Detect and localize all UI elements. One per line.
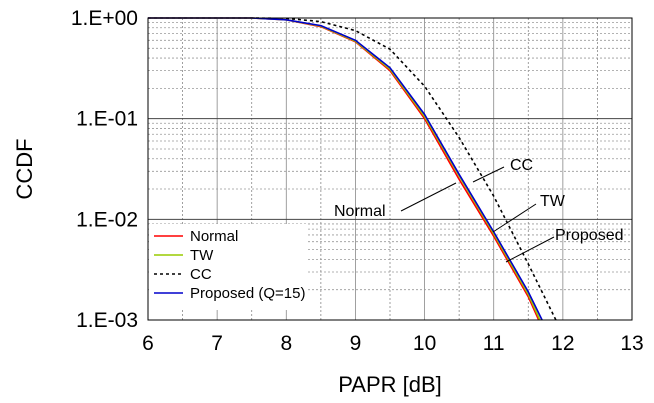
legend-box [149, 224, 306, 310]
tick-labels: 6 7 8 9 10 11 12 13 1.E-03 1.E-02 1.E-01 1.E+00 [71, 7, 644, 355]
y-tick-label: 1.E+00 [71, 7, 138, 30]
x-tick-label: 13 [620, 332, 643, 355]
annotation-arrow-tw [492, 203, 537, 233]
annotation-proposed: Proposed [555, 227, 624, 244]
annotation-arrow-normal [400, 182, 457, 212]
legend-label: TW [190, 247, 214, 264]
x-tick-label: 10 [413, 332, 436, 355]
legend-label: CC [190, 266, 212, 283]
x-axis-title: PAPR [dB] [338, 372, 442, 397]
x-tick-label: 8 [280, 332, 292, 355]
legend-label: Proposed (Q=15) [190, 285, 305, 302]
annotation-tw: TW [540, 193, 566, 210]
annotation-cc: CC [510, 157, 533, 174]
x-tick-label: 6 [142, 332, 154, 355]
x-tick-label: 9 [350, 332, 362, 355]
annotation-arrow-proposed [505, 236, 555, 263]
y-axis-title: CCDF [12, 138, 37, 199]
x-tick-label: 11 [483, 332, 505, 355]
y-tick-label: 1.E-02 [76, 208, 138, 231]
y-tick-label: 1.E-01 [76, 108, 138, 131]
annotation-arrow-cc [472, 166, 505, 183]
legend: Normal TW CC Proposed (Q=15) [149, 224, 306, 310]
legend-label: Normal [190, 228, 238, 245]
plot-frame [147, 17, 633, 321]
x-tick-label: 7 [211, 332, 223, 355]
y-tick-label: 1.E-03 [76, 309, 138, 332]
annotations: CC TW Normal Proposed [334, 157, 624, 263]
x-tick-label: 12 [551, 332, 574, 355]
annotation-normal: Normal [334, 203, 386, 220]
